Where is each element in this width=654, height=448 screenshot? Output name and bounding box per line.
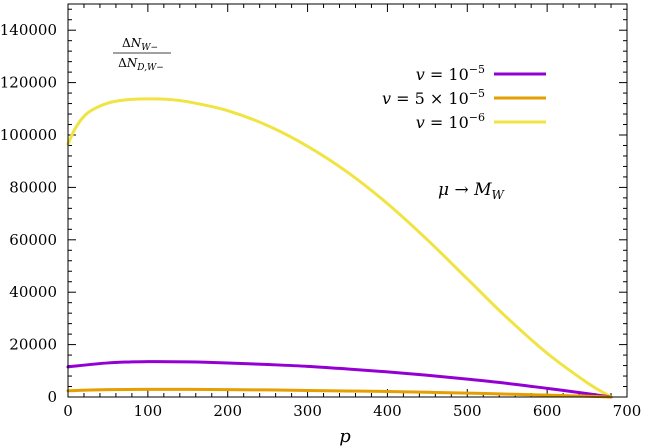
series-line-3 (66, 97, 613, 399)
y-tick-label: 100000 (0, 126, 57, 144)
ratio-numerator: ΔNW− (122, 36, 158, 53)
legend-entry-2: v = 5 × 10−5 (382, 87, 546, 108)
legend-label-1: v = 10−5 (416, 63, 485, 84)
x-tick-label: 0 (63, 402, 73, 420)
ratio-annotation: ΔNW− ΔND,W− (113, 36, 171, 73)
legend-entry-1: v = 10−5 (416, 63, 546, 84)
legend-entry-3: v = 10−6 (416, 111, 546, 132)
legend: v = 10−5 v = 5 × 10−5 v = 10−6 (382, 63, 546, 132)
y-tick-label: 40000 (9, 283, 57, 301)
limit-annotation: μ → MW (438, 180, 506, 202)
x-tick-label: 700 (613, 402, 642, 420)
x-tick-label: 300 (293, 402, 322, 420)
legend-label-2: v = 5 × 10−5 (382, 87, 485, 108)
y-tick-label: 140000 (0, 21, 57, 39)
tick-labels: 0 100 200 300 400 500 600 700 0 20000 40000 60000 80… (0, 21, 641, 420)
series-lines (66, 97, 613, 399)
legend-label-3: v = 10−6 (416, 111, 485, 132)
ratio-denominator: ΔND,W− (118, 56, 164, 73)
x-axis-label: p (339, 426, 351, 447)
x-tick-label: 200 (213, 402, 242, 420)
axis-ticks (67, 4, 628, 398)
series-line-2 (66, 387, 613, 399)
y-tick-label: 20000 (9, 336, 57, 354)
x-tick-label: 600 (533, 402, 562, 420)
y-tick-label: 120000 (0, 74, 57, 92)
y-tick-label: 80000 (9, 178, 57, 196)
y-tick-label: 0 (47, 388, 57, 406)
x-tick-label: 500 (453, 402, 482, 420)
series-line-1 (66, 360, 613, 399)
y-tick-label: 60000 (9, 231, 57, 249)
x-tick-label: 400 (373, 402, 402, 420)
plot-frame (67, 3, 628, 398)
x-tick-label: 100 (134, 402, 163, 420)
